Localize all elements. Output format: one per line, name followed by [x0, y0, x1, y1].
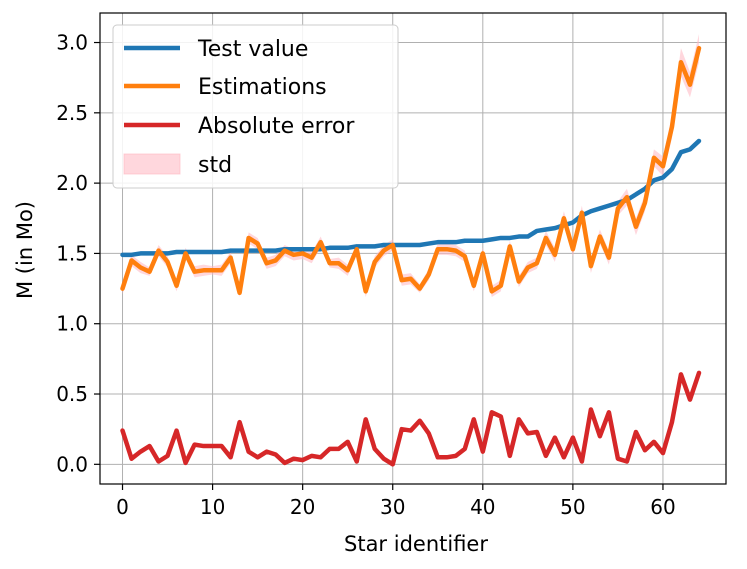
y-tick-label: 2.5 — [56, 101, 88, 125]
x-tick-label: 20 — [290, 495, 315, 519]
legend-label-std: std — [198, 153, 232, 178]
series-line-absolute-error — [120, 370, 702, 467]
y-axis: 0.0 0.5 1.0 1.5 2.0 2.5 3.0 — [56, 31, 100, 476]
x-tick-label: 0 — [116, 495, 129, 519]
y-tick-label: 0.5 — [56, 382, 88, 406]
plot-area — [120, 34, 702, 467]
y-tick-label: 1.0 — [56, 312, 88, 336]
y-tick-label: 1.5 — [56, 241, 88, 265]
y-tick-label: 3.0 — [56, 31, 88, 55]
x-tick-label: 10 — [200, 495, 225, 519]
x-axis: 0 10 20 30 40 50 60 — [116, 484, 676, 519]
legend-label-absolute-error: Absolute error — [198, 114, 355, 139]
x-tick-label: 50 — [560, 495, 585, 519]
x-tick-label: 40 — [470, 495, 495, 519]
legend: Test value Estimations Absolute error st… — [112, 24, 399, 189]
y-axis-label: M (in Mo) — [13, 201, 37, 299]
series-line-estimations — [120, 45, 702, 296]
plot-frame — [99, 12, 727, 485]
series-line-test-value — [120, 138, 702, 258]
legend-swatch-std — [123, 153, 181, 175]
legend-box — [112, 24, 399, 189]
x-tick-label: 60 — [650, 495, 675, 519]
y-tick-label: 2.0 — [56, 171, 88, 195]
x-axis-label: Star identifier — [344, 532, 488, 556]
legend-label-estimations: Estimations — [198, 75, 327, 100]
legend-label-test-value: Test value — [197, 37, 308, 62]
y-tick-label: 0.0 — [56, 452, 88, 476]
x-tick-label: 30 — [380, 495, 405, 519]
